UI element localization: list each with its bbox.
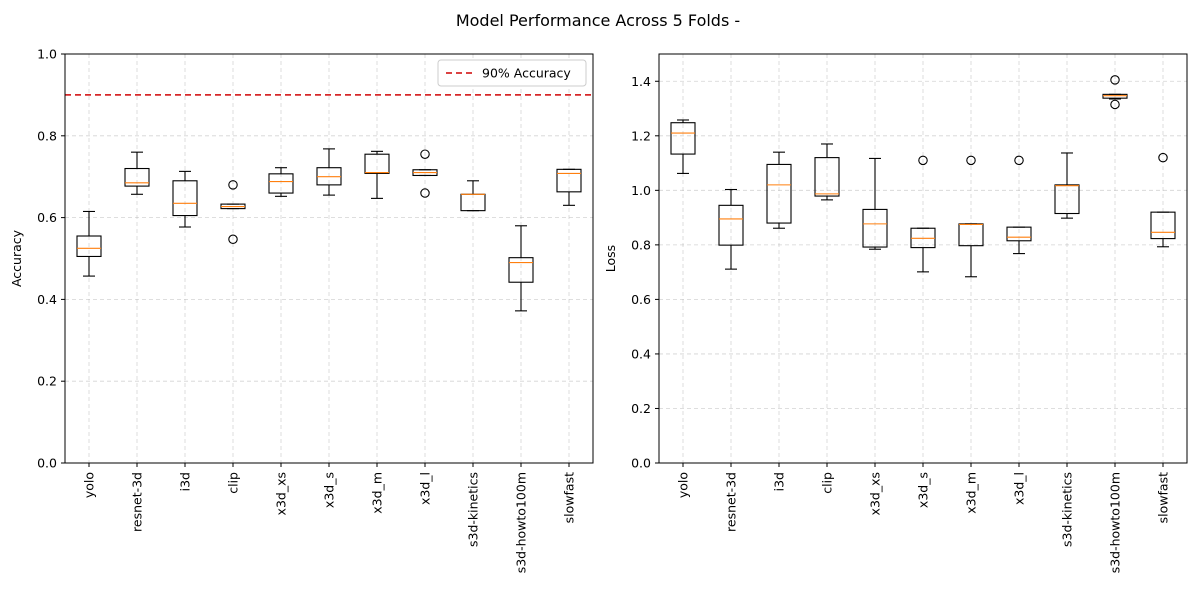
y-tick-label: 0.6	[37, 210, 57, 225]
y-axis-label: Accuracy	[9, 229, 24, 287]
y-tick-label: 1.0	[631, 183, 651, 198]
box-i3d	[172, 170, 198, 228]
box-x3d_m	[958, 155, 984, 278]
x-tick-label: clip	[226, 472, 241, 494]
box-x3d_s	[316, 148, 342, 196]
outlier-point	[1110, 75, 1120, 85]
x-tick-label: resnet-3d	[724, 472, 739, 532]
x-tick-label: slowfast	[562, 472, 577, 523]
iqr-box	[670, 122, 696, 155]
x-tick-label: x3d_m	[964, 472, 979, 514]
y-tick-label: 0.8	[631, 237, 651, 252]
legend: 90% Accuracy	[437, 59, 587, 87]
outlier-point	[966, 155, 976, 166]
box-resnet-3d	[124, 151, 150, 195]
y-tick-label: 0.4	[631, 346, 651, 361]
y-tick-label: 1.2	[631, 128, 651, 143]
outlier-point	[918, 155, 928, 166]
box-i3d	[766, 151, 792, 229]
x-tick-label: x3d_xs	[868, 472, 883, 515]
outlier-point	[228, 234, 238, 245]
box-yolo	[76, 210, 102, 277]
iqr-box	[814, 157, 840, 197]
iqr-box	[862, 208, 888, 248]
box-clip	[220, 180, 246, 245]
x-tick-label: i3d	[772, 472, 787, 491]
y-tick-label: 0.2	[37, 374, 57, 389]
box-yolo	[670, 119, 696, 174]
y-tick-label: 0.0	[631, 456, 651, 471]
iqr-box	[124, 167, 150, 187]
iqr-box	[1006, 226, 1032, 242]
y-tick-label: 1.0	[37, 47, 57, 62]
box-slowfast	[556, 168, 582, 206]
loss-chart: 0.0 0.2 0.4 0.6 0.8 1.0 1.2 1.4 yolo resnet-3d i3d…	[603, 53, 1188, 573]
box-resnet-3d	[718, 188, 744, 270]
y-tick-label: 0.2	[631, 401, 651, 416]
x-tick-label: x3d_xs	[274, 472, 289, 515]
figure-title: Model Performance Across 5 Folds -	[456, 11, 740, 30]
x-tick-label: x3d_l	[1012, 472, 1027, 505]
iqr-box	[76, 235, 102, 258]
axes-frame	[658, 53, 1188, 464]
outlier-point	[420, 149, 430, 159]
iqr-box	[766, 163, 792, 224]
x-tick-label: slowfast	[1156, 472, 1171, 523]
x-tick-label: i3d	[178, 472, 193, 491]
box-s3d-howto100m	[1102, 75, 1128, 110]
box-x3d_xs	[268, 167, 294, 197]
y-tick-label: 1.4	[631, 74, 651, 89]
x-tick-label: s3d-kinetics	[466, 472, 481, 547]
outlier-point	[1110, 99, 1120, 110]
x-tick-label: clip	[820, 472, 835, 494]
x-tick-label: s3d-howto100m	[514, 472, 529, 573]
iqr-box	[958, 223, 984, 247]
outlier-point	[1158, 152, 1168, 163]
iqr-box	[268, 173, 294, 194]
x-tick-label: resnet-3d	[130, 472, 145, 532]
iqr-box	[1150, 211, 1176, 240]
box-slowfast	[1150, 152, 1176, 248]
iqr-box	[364, 153, 390, 174]
y-tick-label: 0.4	[37, 292, 57, 307]
x-tick-label: x3d_l	[418, 472, 433, 505]
box-s3d-kinetics	[1054, 152, 1080, 219]
y-tick-label: 0.8	[37, 128, 57, 143]
x-tick-label: s3d-howto100m	[1108, 472, 1123, 573]
accuracy-chart: 0.0 0.2 0.4 0.6 0.8 1.0 yolo resnet-3d i3d clip x3…	[9, 47, 594, 573]
axes-frame	[64, 53, 594, 464]
iqr-box	[172, 180, 198, 217]
legend-box	[437, 59, 587, 87]
box-s3d-kinetics	[460, 180, 486, 212]
y-tick-label: 0.6	[631, 292, 651, 307]
outlier-point	[420, 188, 430, 198]
x-tick-label: x3d_s	[916, 472, 931, 508]
iqr-box	[556, 168, 582, 193]
box-x3d_l	[1006, 155, 1032, 255]
iqr-box	[718, 204, 744, 246]
legend-label: 90% Accuracy	[482, 66, 571, 81]
box-x3d_xs	[862, 157, 888, 250]
outlier-point	[1014, 155, 1024, 166]
box-x3d_m	[364, 150, 390, 199]
iqr-box	[1054, 184, 1080, 215]
box-s3d-howto100m	[508, 225, 534, 312]
x-tick-label: s3d-kinetics	[1060, 472, 1075, 547]
box-x3d_l	[412, 149, 438, 198]
box-clip	[814, 143, 840, 201]
y-tick-label: 0.0	[37, 456, 57, 471]
x-tick-label: x3d_m	[370, 472, 385, 514]
x-tick-label: x3d_s	[322, 472, 337, 508]
x-tick-label: yolo	[82, 472, 97, 498]
outlier-point	[228, 180, 238, 190]
x-tick-label: yolo	[676, 472, 691, 498]
iqr-box	[508, 257, 534, 283]
y-axis-label: Loss	[603, 245, 618, 272]
box-x3d_s	[910, 155, 936, 273]
